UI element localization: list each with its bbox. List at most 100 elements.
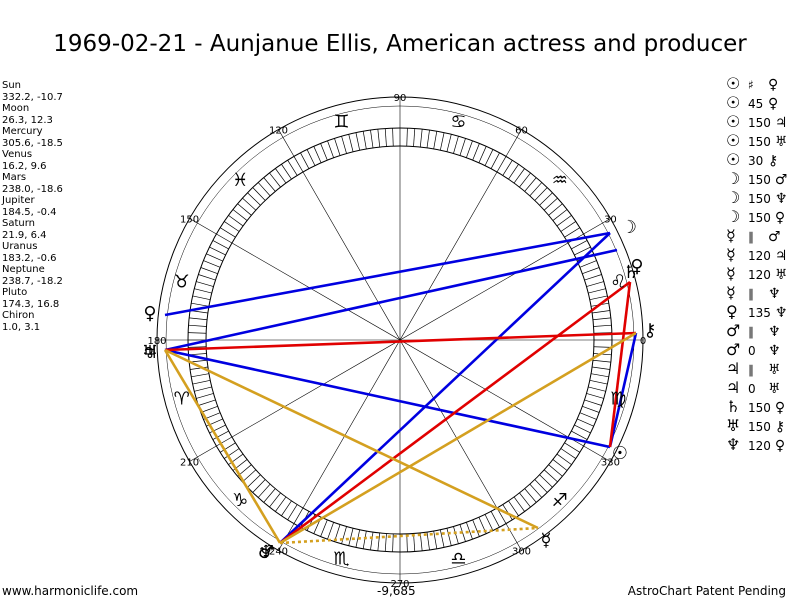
degree-tick bbox=[571, 430, 588, 440]
aspect-planet-b: ♅ bbox=[774, 134, 788, 150]
zodiac-sign-glyph: ♋ bbox=[450, 112, 466, 133]
aspect-row: ☿ 120 ♅ bbox=[726, 264, 787, 283]
degree-tick bbox=[484, 149, 494, 166]
degree-tick bbox=[293, 507, 304, 524]
degree-label: 150 bbox=[180, 215, 199, 226]
degree-tick bbox=[242, 469, 257, 483]
degree-tick bbox=[472, 519, 480, 537]
degree-tick bbox=[524, 488, 537, 503]
degree-tick bbox=[192, 295, 211, 301]
aspect-planet-a: ☿ bbox=[726, 226, 736, 245]
degree-tick bbox=[194, 288, 212, 294]
sector-line bbox=[505, 523, 522, 551]
degree-tick bbox=[579, 412, 597, 420]
degree-tick bbox=[228, 215, 244, 227]
planet-glyph-saturn: ♄ bbox=[623, 262, 639, 283]
aspect-type: 0 bbox=[748, 382, 756, 396]
aspect-line bbox=[279, 331, 637, 545]
degree-tick bbox=[313, 146, 322, 163]
bottom-value: -9,685 bbox=[377, 584, 416, 598]
zodiac-sign-glyph: ♎ bbox=[450, 548, 466, 569]
degree-tick bbox=[593, 346, 612, 348]
aspect-planet-b: ♀ bbox=[768, 96, 779, 112]
planet-coords: 16.2, 9.6 bbox=[2, 160, 47, 172]
degree-tick bbox=[439, 529, 445, 548]
aspect-row: ☉ 30 ⚷ bbox=[726, 150, 787, 169]
aspect-planet-a: ♅ bbox=[726, 416, 741, 435]
degree-tick bbox=[564, 442, 580, 453]
aspect-row: ☿ ∥ ♆ bbox=[726, 283, 787, 302]
degree-tick bbox=[439, 132, 445, 151]
aspect-type: 150 bbox=[748, 116, 771, 130]
degree-tick bbox=[216, 233, 233, 244]
degree-tick bbox=[582, 267, 600, 274]
planet-name: Moon bbox=[2, 103, 30, 114]
planet-glyph-mars: ♂ bbox=[258, 542, 274, 563]
aspect-planet-b: ♅ bbox=[774, 267, 788, 283]
degree-tick bbox=[590, 373, 609, 378]
aspect-type: 150 bbox=[748, 401, 771, 415]
degree-tick bbox=[574, 246, 591, 256]
degree-tick bbox=[200, 267, 218, 274]
planet-coords: 21.9, 6.4 bbox=[2, 229, 47, 241]
degree-tick bbox=[247, 192, 261, 206]
degree-tick bbox=[198, 274, 216, 281]
aspect-row: ☽ 150 ♀ bbox=[726, 207, 787, 226]
degree-tick bbox=[453, 526, 459, 544]
planet-coords: 332.2, -10.7 bbox=[2, 91, 63, 103]
degree-tick bbox=[275, 168, 287, 184]
degree-tick bbox=[220, 442, 236, 453]
aspect-planet-b: ♆ bbox=[774, 191, 788, 207]
planet-coords: 183.2, -0.6 bbox=[2, 252, 57, 264]
degree-tick bbox=[484, 514, 494, 531]
aspect-row: ♀ 135 ♆ bbox=[726, 302, 787, 321]
planet-name: Sun bbox=[2, 80, 22, 91]
aspect-type: 45 bbox=[748, 97, 764, 111]
degree-tick bbox=[529, 483, 543, 498]
aspect-line bbox=[163, 349, 282, 544]
degree-tick bbox=[519, 492, 531, 508]
degree-tick bbox=[592, 310, 610, 314]
aspect-planet-a: ♆ bbox=[726, 435, 741, 454]
aspect-planet-a: ☉ bbox=[726, 131, 741, 150]
degree-tick bbox=[413, 128, 416, 147]
degree-tick bbox=[287, 160, 298, 176]
aspect-planet-b: ♅ bbox=[768, 381, 781, 397]
planet-glyph-neptune: ♆ bbox=[258, 542, 274, 563]
degree-tick bbox=[560, 221, 576, 232]
aspect-planet-b: ♅ bbox=[768, 362, 781, 378]
degree-tick bbox=[191, 373, 210, 378]
aspect-planet-a: ♃ bbox=[726, 359, 741, 378]
aspect-row: ☉ ♯ ♀ bbox=[726, 74, 787, 93]
aspect-planet-b: ♆ bbox=[768, 343, 781, 359]
degree-tick bbox=[478, 146, 487, 163]
degree-tick bbox=[589, 379, 608, 385]
aspect-line bbox=[608, 332, 638, 448]
aspect-row: ♂ 0 ♆ bbox=[726, 340, 787, 359]
degree-tick bbox=[577, 418, 594, 427]
degree-tick bbox=[192, 379, 211, 385]
degree-tick bbox=[263, 177, 276, 192]
degree-tick bbox=[584, 274, 602, 281]
aspect-type: 150 bbox=[748, 211, 771, 225]
degree-tick bbox=[508, 164, 519, 180]
sector-line bbox=[278, 129, 295, 157]
degree-tick bbox=[564, 227, 580, 238]
degree-tick bbox=[552, 459, 568, 471]
degree-tick bbox=[188, 346, 207, 348]
degree-tick bbox=[508, 500, 519, 516]
degree-tick bbox=[196, 393, 214, 399]
degree-label: 270 bbox=[390, 579, 409, 590]
degree-tick bbox=[548, 464, 563, 477]
degree-tick bbox=[237, 203, 252, 216]
aspect-line bbox=[279, 232, 611, 544]
aspect-line-dotted bbox=[279, 526, 539, 545]
degree-tick bbox=[384, 128, 387, 147]
degree-tick bbox=[593, 324, 612, 327]
footer-patent: AstroChart Patent Pending bbox=[627, 584, 786, 598]
degree-tick bbox=[406, 128, 408, 147]
zodiac-sign-glyph: ♌ bbox=[610, 272, 626, 293]
aspect-planet-b: ♂ bbox=[768, 229, 781, 245]
zodiac-sign-glyph: ♓ bbox=[232, 170, 248, 191]
degree-tick bbox=[392, 128, 394, 147]
